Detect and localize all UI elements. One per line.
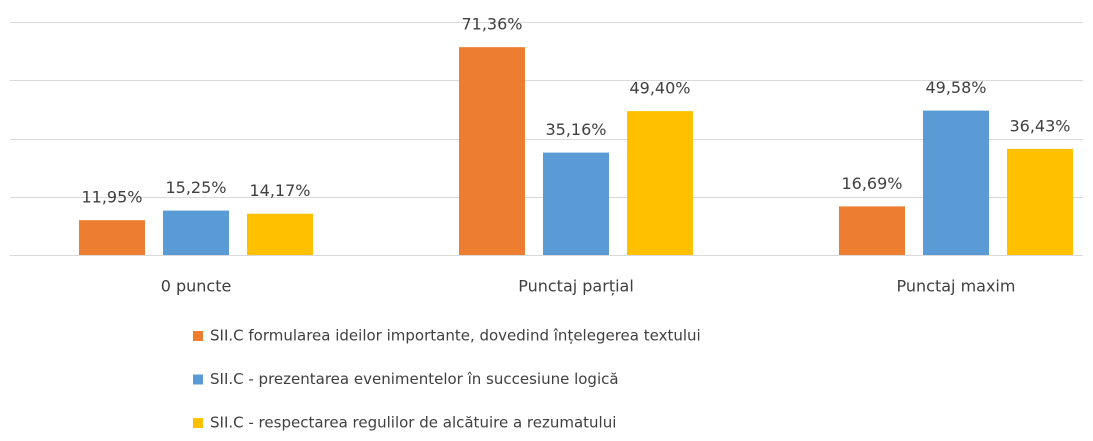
data-label: 35,16% <box>545 120 606 139</box>
legend-swatch <box>193 331 203 341</box>
bar <box>923 110 989 255</box>
bar <box>627 111 693 255</box>
legend-label: SII.C - prezentarea evenimentelor în suc… <box>210 370 619 388</box>
data-label: 49,40% <box>629 79 690 98</box>
legend-label: SII.C formularea ideilor importante, dov… <box>210 327 701 345</box>
x-tick-label: Punctaj parțial <box>518 277 634 296</box>
data-label: 71,36% <box>461 15 522 34</box>
data-label: 36,43% <box>1009 116 1070 135</box>
legend-swatch <box>193 418 203 428</box>
bar <box>163 210 229 255</box>
data-label: 16,69% <box>841 174 902 193</box>
data-label: 15,25% <box>165 178 226 197</box>
bar <box>459 47 525 255</box>
data-label: 14,17% <box>249 181 310 200</box>
data-label: 11,95% <box>81 188 142 207</box>
bar <box>839 206 905 255</box>
legend-label: SII.C - respectarea regulilor de alcătui… <box>210 414 616 432</box>
x-tick-label: 0 puncte <box>161 277 232 296</box>
legend-swatch <box>193 374 203 385</box>
bar <box>79 220 145 255</box>
bar <box>247 213 313 255</box>
x-tick-label: Punctaj maxim <box>897 277 1016 296</box>
data-label: 49,58% <box>925 78 986 97</box>
bar <box>543 152 609 255</box>
bar <box>1007 148 1073 255</box>
legend: SII.C formularea ideilor importante, dov… <box>193 327 701 432</box>
